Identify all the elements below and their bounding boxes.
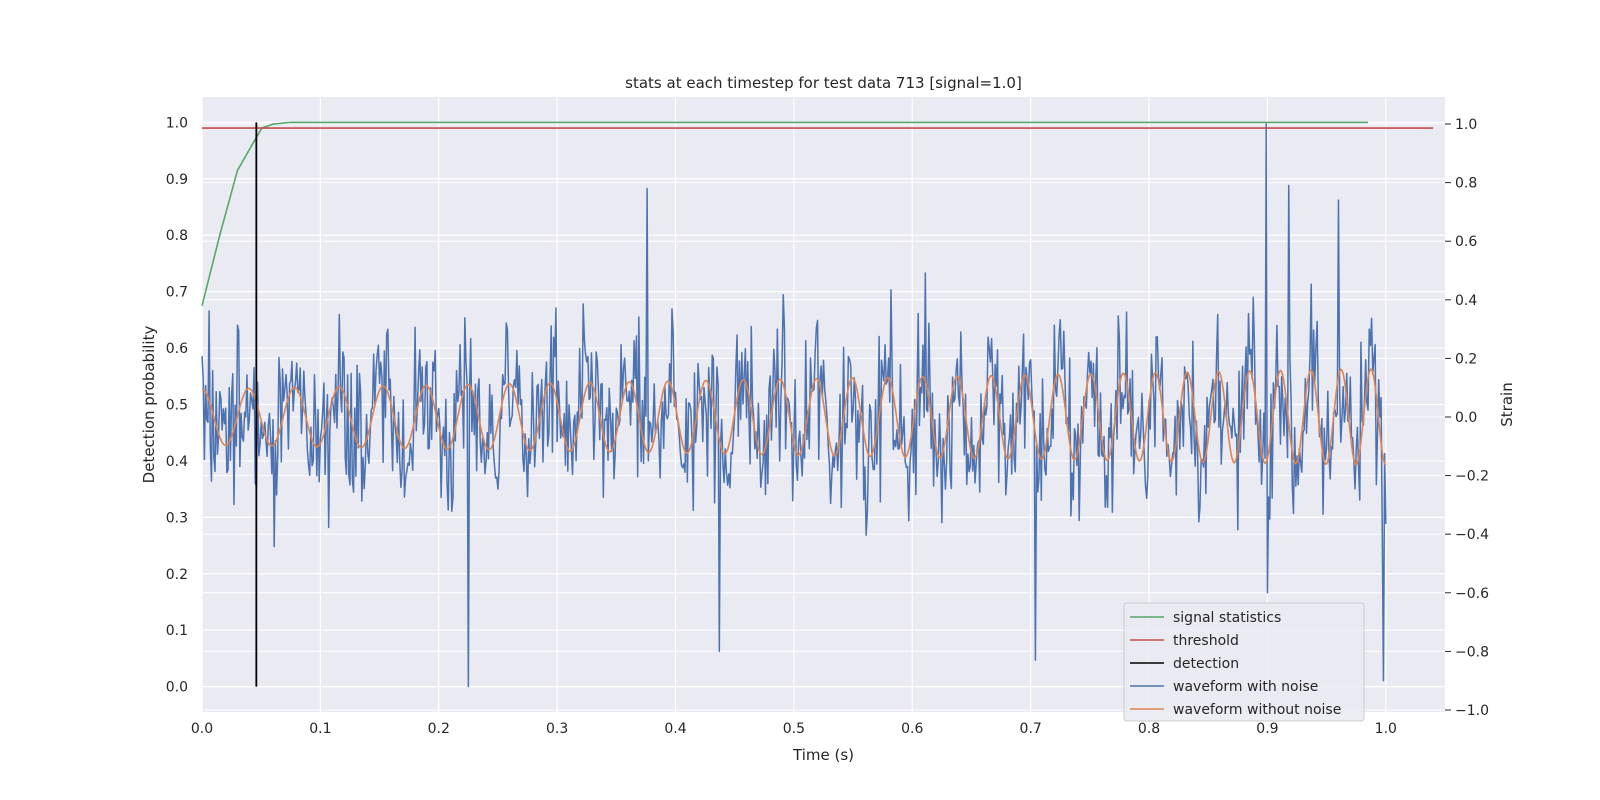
series-signal-statistics xyxy=(201,121,1369,306)
x-axis-label: Time (s) xyxy=(792,746,854,764)
y-right-tick-label: 0.2 xyxy=(1455,351,1477,367)
x-tick-label: 0.9 xyxy=(1256,721,1278,737)
y-right-tick-label: −0.8 xyxy=(1455,644,1489,660)
y-left-tick-label: 0.7 xyxy=(166,285,188,301)
x-tick-label: 0.7 xyxy=(1020,721,1042,737)
x-tick-label: 1.0 xyxy=(1375,721,1397,737)
y-left-tick-label: 0.2 xyxy=(166,567,188,583)
legend-label-threshold: threshold xyxy=(1173,633,1239,649)
x-tick-label: 0.6 xyxy=(901,721,923,737)
x-tick-label: 0.1 xyxy=(309,721,331,737)
chart-title: stats at each timestep for test data 713… xyxy=(625,74,1022,92)
y-left-tick-label: 0.6 xyxy=(166,341,188,357)
y-left-tick-label: 0.8 xyxy=(166,228,188,244)
y-left-tick-label: 0.5 xyxy=(166,398,188,414)
y-right-tick-label: −0.4 xyxy=(1455,527,1489,543)
legend: signal statistics threshold detection wa… xyxy=(1123,602,1365,722)
y-left-tick-label: 1.0 xyxy=(166,115,188,131)
series-waveform-without-noise xyxy=(201,368,1387,467)
series-waveform-with-noise xyxy=(201,123,1387,688)
series-layer xyxy=(201,121,1434,688)
y-left-tick-label: 0.1 xyxy=(166,623,188,639)
y-right-tick-label: 0.6 xyxy=(1455,234,1477,250)
y-left-tick-label: 0.4 xyxy=(166,454,188,470)
y-right-tick-label: −1.0 xyxy=(1455,703,1489,719)
x-tick-label: 0.4 xyxy=(664,721,686,737)
y-axis-label-right: Strain xyxy=(1498,382,1516,426)
x-tick-label: 0.5 xyxy=(783,721,805,737)
x-tick-label: 0.0 xyxy=(191,721,213,737)
y-right-tick-label: −0.2 xyxy=(1455,469,1489,485)
legend-label-waveform-with-noise: waveform with noise xyxy=(1173,679,1318,695)
x-tick-label: 0.8 xyxy=(1138,721,1160,737)
y-right-tick-label: 1.0 xyxy=(1455,117,1477,133)
y-left-tick-label: 0.0 xyxy=(166,680,188,696)
y-left-tick-label: 0.3 xyxy=(166,510,188,526)
legend-label-signal-statistics: signal statistics xyxy=(1173,610,1281,626)
y-right-tick-label: 0.0 xyxy=(1455,410,1477,426)
legend-box xyxy=(1123,602,1365,722)
y-right-tick-label: −0.6 xyxy=(1455,586,1489,602)
y-left-tick-label: 0.9 xyxy=(166,172,188,188)
tick-labels: 0.0 0.1 0.2 0.3 0.4 0.5 0.6 0.7 0.8 0.9 1.0 0.0 0.1 0… xyxy=(166,115,1489,737)
x-tick-label: 0.3 xyxy=(546,721,568,737)
y-right-tick-label: 0.8 xyxy=(1455,176,1477,192)
x-tick-label: 0.2 xyxy=(428,721,450,737)
y-axis-label-left: Detection probability xyxy=(140,326,158,484)
y-right-tick-label: 0.4 xyxy=(1455,293,1477,309)
legend-label-waveform-without-noise: waveform without noise xyxy=(1173,702,1341,718)
legend-label-detection: detection xyxy=(1173,656,1239,672)
